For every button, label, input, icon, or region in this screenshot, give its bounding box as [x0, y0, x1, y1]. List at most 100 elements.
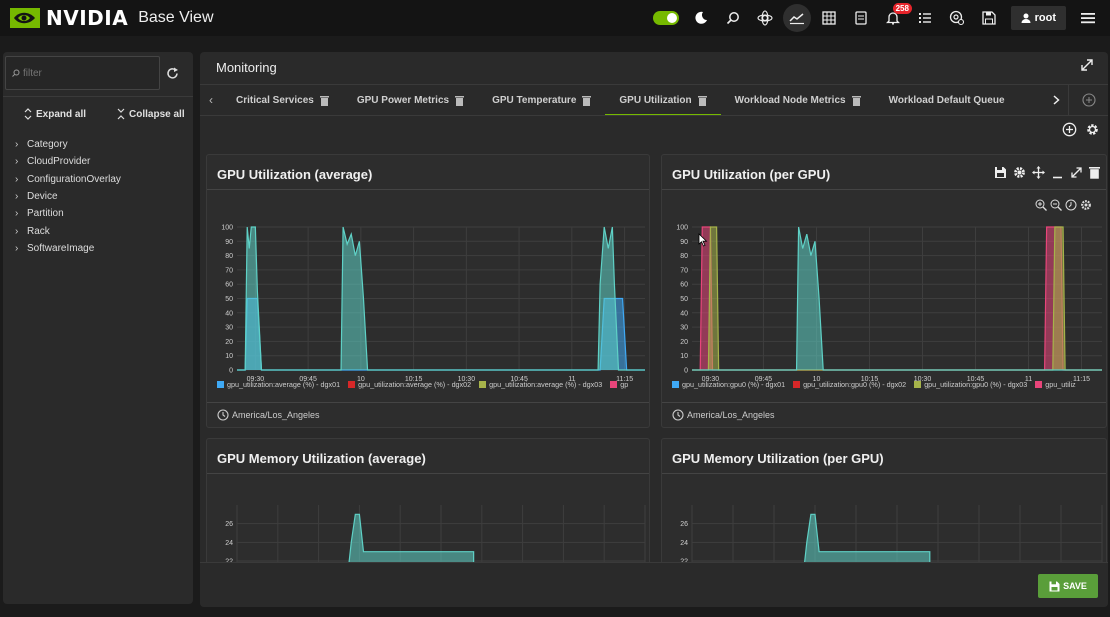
- tabs-prev-icon[interactable]: ‹: [209, 93, 213, 107]
- settings-gear-icon[interactable]: [941, 3, 973, 33]
- menu-icon[interactable]: [1072, 3, 1104, 33]
- zoom-in-icon[interactable]: [1035, 199, 1047, 211]
- collapse-all-button[interactable]: Collapse all: [116, 108, 185, 120]
- filter-input[interactable]: [23, 67, 153, 79]
- y-tick-label: 80: [680, 253, 688, 260]
- series-area: [237, 298, 645, 370]
- y-tick-label: 100: [676, 225, 688, 232]
- save-icon: [1049, 581, 1060, 591]
- y-tick-label: 24: [225, 540, 233, 547]
- time-range-icon[interactable]: [1065, 199, 1077, 211]
- tree-item-rack[interactable]: › Rack: [15, 225, 50, 237]
- delete-icon[interactable]: [1089, 166, 1100, 179]
- tree-item-partition[interactable]: › Partition: [15, 208, 64, 220]
- tab-critical-services[interactable]: Critical Services: [222, 85, 343, 115]
- add-tab-icon[interactable]: [1068, 85, 1108, 115]
- tab-gpu-temperature[interactable]: GPU Temperature: [478, 85, 605, 115]
- save-icon[interactable]: [973, 3, 1005, 33]
- cluster-icon[interactable]: [749, 3, 781, 33]
- save-icon[interactable]: [994, 166, 1007, 179]
- y-tick-label: 40: [680, 310, 688, 317]
- panel-title: GPU Utilization (average): [217, 167, 373, 182]
- add-widget-icon[interactable]: [1062, 122, 1077, 137]
- zoom-out-icon[interactable]: [1050, 199, 1062, 211]
- tab-gpu-power-metrics[interactable]: GPU Power Metrics: [343, 85, 478, 115]
- x-tick-label: 10:30: [914, 376, 932, 383]
- y-tick-label: 0: [229, 368, 233, 375]
- y-tick-label: 70: [225, 267, 233, 274]
- calculator-icon[interactable]: [813, 3, 845, 33]
- legend-item[interactable]: gpu_utilization:average (%) - dgx03: [479, 380, 602, 389]
- moon-icon[interactable]: [685, 3, 717, 33]
- save-button[interactable]: SAVE: [1038, 574, 1098, 598]
- y-tick-label: 10: [680, 353, 688, 360]
- chevron-right-icon: ›: [15, 139, 19, 151]
- user-icon: [1021, 13, 1031, 23]
- x-tick-label: 11: [1025, 376, 1032, 383]
- legend-item[interactable]: gp: [610, 380, 628, 389]
- user-menu-button[interactable]: root: [1010, 6, 1066, 30]
- maximize-icon[interactable]: [1070, 166, 1083, 179]
- legend-item[interactable]: gpu_utilization:gpu0 (%) - dgx01: [672, 380, 785, 389]
- trash-icon[interactable]: [582, 95, 592, 106]
- tabs-next-icon[interactable]: [1048, 85, 1064, 115]
- sidebar-divider: [3, 96, 193, 97]
- monitoring-icon[interactable]: [782, 4, 811, 32]
- series-line: [237, 297, 645, 371]
- tree-item-category[interactable]: › Category: [15, 139, 68, 151]
- monitoring-main: Monitoring ‹ Critical Services GPU Power…: [200, 52, 1108, 607]
- trash-icon[interactable]: [851, 95, 861, 106]
- tasks-icon[interactable]: [909, 3, 941, 33]
- legend-item[interactable]: gpu_utilization:gpu0 (%) - dgx03: [914, 380, 1027, 389]
- tab-workload-default-queue[interactable]: Workload Default Queue: [888, 94, 1005, 106]
- chevron-right-icon: ›: [15, 208, 19, 220]
- trash-icon[interactable]: [455, 95, 465, 106]
- tree-item-device[interactable]: › Device: [15, 191, 58, 203]
- x-tick-label: 09:30: [702, 376, 720, 383]
- x-tick-label: 10:45: [967, 376, 985, 383]
- legend-item[interactable]: gpu_utilization:average (%) - dgx01: [217, 380, 340, 389]
- refresh-icon[interactable]: [163, 64, 181, 82]
- sidebar: Expand all Collapse all ›Category ›Cloud…: [3, 52, 193, 604]
- bell-icon[interactable]: 258: [877, 3, 912, 33]
- tab-gpu-utilization[interactable]: GPU Utilization: [605, 85, 721, 115]
- trash-icon[interactable]: [319, 95, 329, 106]
- chevron-right-icon: ›: [15, 242, 19, 254]
- y-tick-label: 90: [225, 239, 233, 246]
- reports-icon[interactable]: [845, 3, 877, 33]
- move-icon[interactable]: [1032, 166, 1045, 179]
- mouse-cursor: [698, 233, 708, 247]
- x-tick-label: 11: [568, 376, 575, 383]
- dashboard-settings-gear-icon[interactable]: [1085, 122, 1100, 137]
- expand-all-button[interactable]: Expand all: [23, 108, 86, 120]
- chart-settings-icon[interactable]: [1080, 199, 1092, 211]
- minimize-icon[interactable]: [1051, 166, 1064, 179]
- nvidia-logo[interactable]: NVIDIA Base View: [10, 0, 214, 36]
- y-tick-label: 80: [225, 253, 233, 260]
- series-area: [237, 227, 645, 370]
- legend-item[interactable]: gpu_utilization:gpu0 (%) - dgx02: [793, 380, 906, 389]
- legend-item[interactable]: gpu_utilization:average (%) - dgx02: [348, 380, 471, 389]
- search-icon[interactable]: [717, 3, 749, 33]
- tree-item-configurationoverlay[interactable]: › ConfigurationOverlay: [15, 173, 121, 185]
- theme-toggle[interactable]: [652, 11, 679, 25]
- legend-item[interactable]: gpu_utiliz: [1035, 380, 1076, 389]
- notification-badge: 258: [892, 3, 912, 14]
- fullscreen-icon[interactable]: [1080, 58, 1094, 72]
- x-tick-label: 10: [813, 376, 821, 383]
- tree-item-cloudprovider[interactable]: › CloudProvider: [15, 156, 91, 168]
- gear-icon[interactable]: [1013, 166, 1026, 179]
- expand-icon: [24, 108, 32, 120]
- chevron-right-icon: ›: [15, 173, 19, 185]
- gpu-utilization-average-chart[interactable]: 0 10 20 30 40 50 60 70 80 90 100 09:30 09:45 10 10:15 1…: [207, 215, 651, 405]
- trash-icon[interactable]: [697, 95, 707, 106]
- y-tick-label: 26: [225, 521, 233, 528]
- x-tick-label: 10:15: [861, 376, 879, 383]
- gpu-utilization-per-gpu-chart[interactable]: 0 10 20 30 40 50 60 70 80 90 100 09:30 09:45 10 10:15 1…: [662, 215, 1108, 405]
- y-tick-label: 10: [225, 353, 233, 360]
- clock-icon: [672, 409, 684, 421]
- page-title: Monitoring: [216, 60, 277, 75]
- filter-field[interactable]: [5, 56, 160, 90]
- tree-item-softwareimage[interactable]: › SoftwareImage: [15, 242, 95, 254]
- tab-workload-node-metrics[interactable]: Workload Node Metrics: [721, 85, 875, 115]
